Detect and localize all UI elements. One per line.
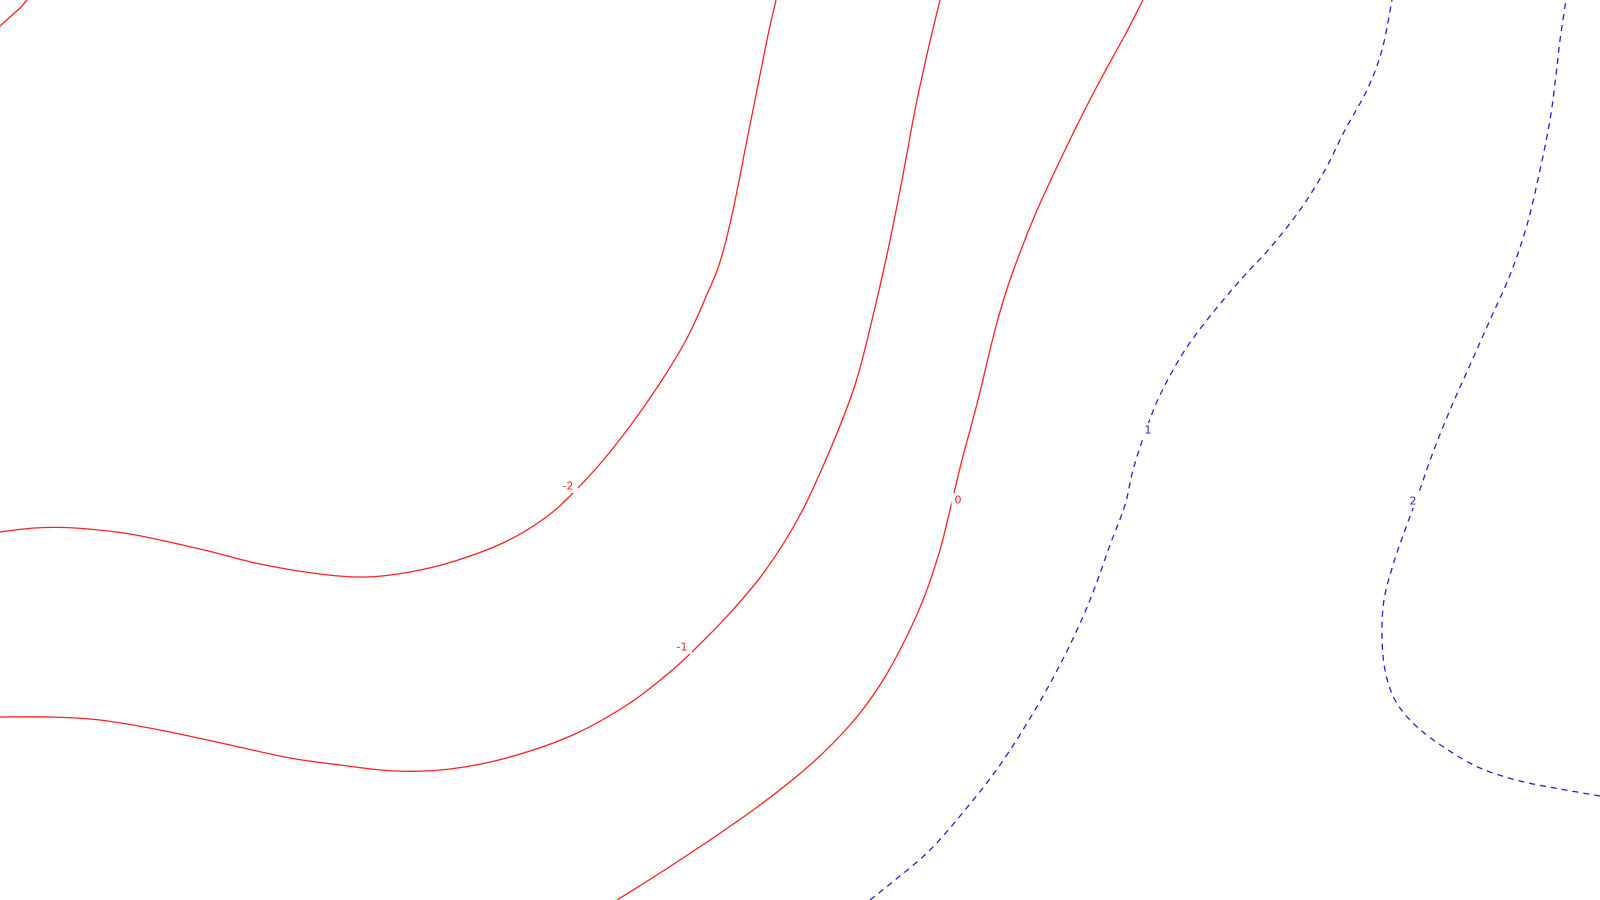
contour-label-background [951, 493, 965, 507]
contour-labels-layer: -2 -1 0 1 2 [558, 423, 1420, 654]
contour-label-level-minus-1: -1 [677, 641, 688, 654]
contour-line-level-0 [616, 0, 1144, 900]
contour-label-level-1: 1 [1145, 424, 1152, 437]
contour-line-level-minus-3 [0, 0, 28, 27]
contour-label-background [558, 479, 578, 493]
contour-line-level-minus-1 [0, 0, 941, 772]
contour-label-background [1406, 494, 1420, 508]
contour-label-level-0: 0 [955, 494, 962, 507]
contour-label-background [672, 640, 692, 654]
contour-label-level-2: 2 [1410, 495, 1417, 508]
contour-line-level-minus-2 [0, 0, 777, 578]
contour-label-background [1141, 423, 1155, 437]
contour-label-level-minus-2: -2 [563, 480, 574, 493]
